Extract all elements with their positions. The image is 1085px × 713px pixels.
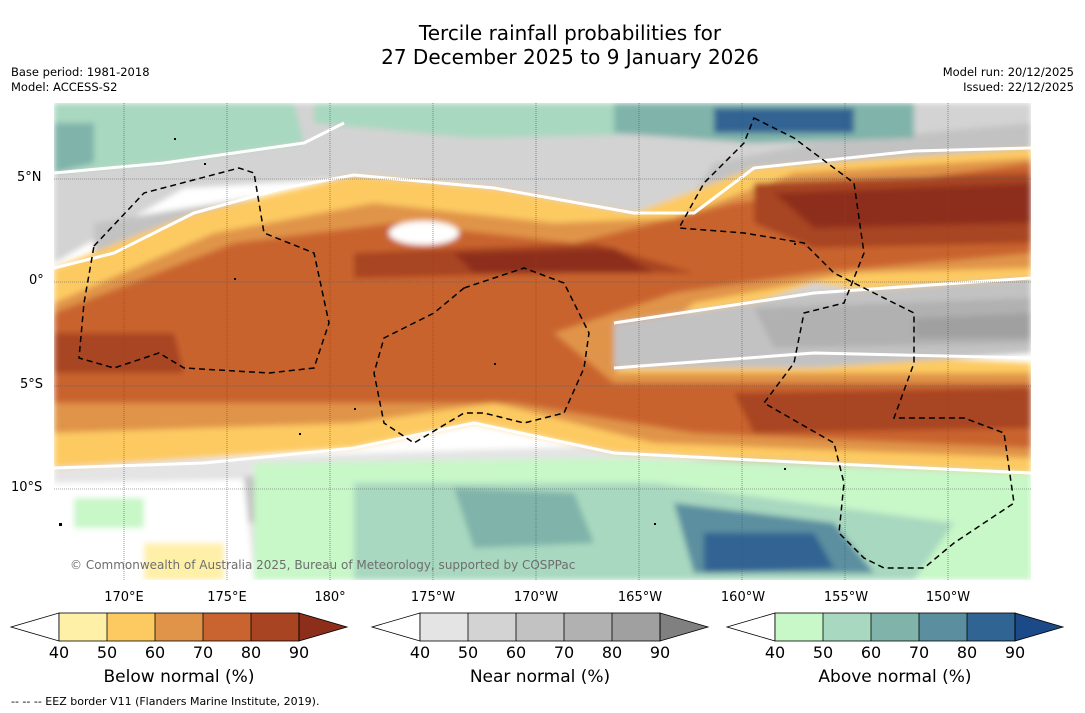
- colorbar-below-swatch-5: [251, 613, 299, 641]
- cbar1-tick-80: 80: [240, 643, 262, 662]
- colorbar-below-upper-extend: [299, 613, 347, 641]
- cbar2-label: Near normal (%): [469, 667, 611, 687]
- colorbar-above-swatch-4: [919, 613, 967, 641]
- colorbar-above-normal: [726, 612, 1065, 642]
- lon-label-175e: 175°E: [207, 590, 247, 605]
- colorbar-near-swatch-4: [564, 613, 612, 641]
- colorbar-near-swatch-3: [516, 613, 564, 641]
- colorbar-near-upper-extend: [660, 613, 708, 641]
- lon-label-170e: 170°E: [104, 590, 144, 605]
- lat-label-5n: 5°N: [17, 170, 42, 185]
- colorbar-below-swatch-4: [203, 613, 251, 641]
- colorbar-above-swatch-5: [967, 613, 1015, 641]
- meta-left: Base period: 1981-2018 Model: ACCESS-S2: [11, 65, 150, 95]
- colorbar-above-swatch-1: [775, 613, 823, 641]
- map-title: Tercile rainfall probabilities for 27 De…: [300, 21, 840, 69]
- cbar3-tick-50: 50: [812, 643, 834, 662]
- lon-label-175w: 175°W: [410, 590, 456, 605]
- cbar3-label: Above normal (%): [818, 667, 972, 687]
- lon-label-155w: 155°W: [823, 590, 869, 605]
- probability-map: [54, 103, 1031, 580]
- cbar1-label: Below normal (%): [103, 667, 255, 687]
- issued-date: Issued: 22/12/2025: [963, 80, 1074, 94]
- cbar1-tick-70: 70: [192, 643, 214, 662]
- colorbar-below-swatch-3: [155, 613, 203, 641]
- colorbar-above-upper-extend: [1015, 613, 1063, 641]
- cbar1-tick-60: 60: [144, 643, 166, 662]
- lat-label-10s: 10°S: [11, 480, 43, 495]
- cbar1-tick-90: 90: [288, 643, 310, 662]
- copyright-notice: © Commonwealth of Australia 2025, Bureau…: [70, 558, 576, 572]
- cbar3-tick-70: 70: [908, 643, 930, 662]
- cbar3-tick-40: 40: [764, 643, 786, 662]
- cbar1-tick-50: 50: [96, 643, 118, 662]
- colorbar-near-swatch-1: [420, 613, 468, 641]
- cbar3-tick-80: 80: [956, 643, 978, 662]
- cbar2-tick-60: 60: [505, 643, 527, 662]
- base-period: Base period: 1981-2018: [11, 65, 150, 79]
- title-line-1: Tercile rainfall probabilities for: [418, 21, 722, 45]
- cbar2-tick-90: 90: [649, 643, 671, 662]
- meta-right: Model run: 20/12/2025 Issued: 22/12/2025: [943, 65, 1074, 95]
- model-name: Model: ACCESS-S2: [11, 80, 118, 94]
- colorbar-below-swatch-1: [59, 613, 107, 641]
- colorbar-near-normal: [371, 612, 710, 642]
- lat-label-5s: 5°S: [20, 377, 44, 392]
- cbar2-tick-70: 70: [553, 643, 575, 662]
- title-line-2: 27 December 2025 to 9 January 2026: [381, 45, 759, 69]
- cbar3-tick-90: 90: [1004, 643, 1026, 662]
- lon-label-150w: 150°W: [925, 590, 971, 605]
- lon-label-180: 180°: [314, 590, 346, 605]
- cbar1-tick-40: 40: [48, 643, 70, 662]
- lon-label-170w: 170°W: [513, 590, 559, 605]
- colorbar-above-swatch-3: [871, 613, 919, 641]
- colorbar-near-swatch-2: [468, 613, 516, 641]
- colorbar-below-swatch-2: [107, 613, 155, 641]
- cbar2-tick-40: 40: [409, 643, 431, 662]
- model-run: Model run: 20/12/2025: [942, 65, 1074, 79]
- colorbar-above-swatch-2: [823, 613, 871, 641]
- lat-label-0: 0°: [29, 273, 44, 288]
- colorbar-below-normal: [10, 612, 349, 642]
- cbar2-tick-50: 50: [457, 643, 479, 662]
- lon-label-160w: 160°W: [720, 590, 766, 605]
- colorbar-near-swatch-5: [612, 613, 660, 641]
- eez-footnote: -- -- -- EEZ border V11 (Flanders Marine…: [11, 695, 320, 708]
- colorbar-below-lower-extend: [10, 612, 60, 642]
- lon-label-165w: 165°W: [617, 590, 663, 605]
- cbar3-tick-60: 60: [860, 643, 882, 662]
- cbar2-tick-80: 80: [601, 643, 623, 662]
